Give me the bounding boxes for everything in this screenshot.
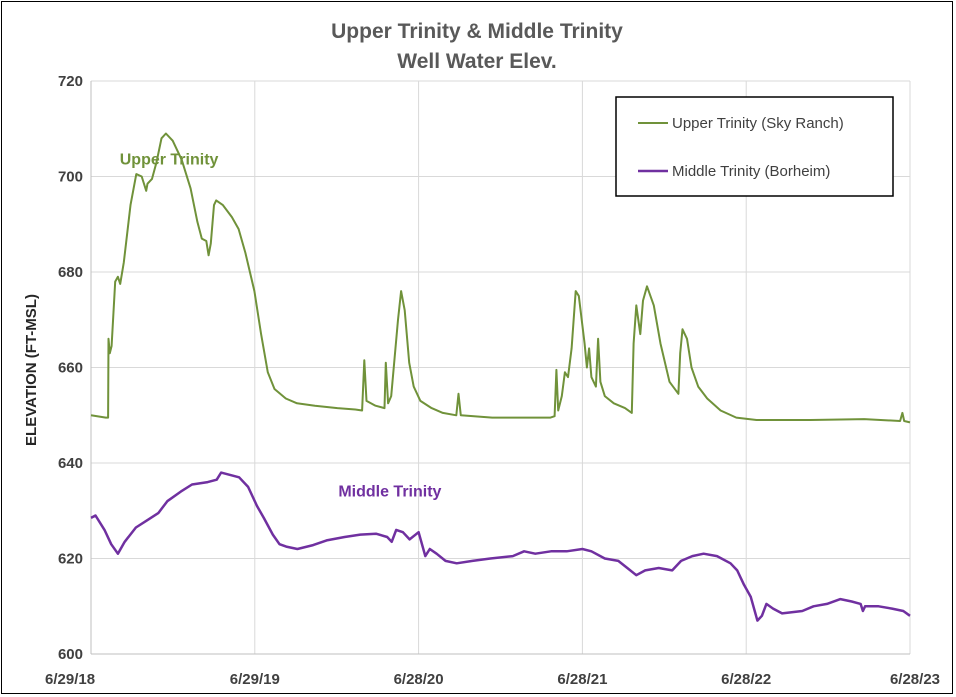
x-tick-label: 6/29/18	[45, 671, 95, 688]
x-tick-label: 6/28/21	[557, 671, 607, 688]
y-axis-label: ELEVATION (FT-MSL)	[23, 294, 40, 446]
series-annotations: Upper Trinity Middle Trinity	[120, 152, 442, 501]
x-tick-label: 6/28/22	[721, 671, 771, 688]
x-tick-labels: 6/29/18 6/29/19 6/28/20 6/28/21 6/28/22 6/28/…	[45, 671, 940, 688]
y-tick-label: 700	[58, 169, 83, 186]
chart-subtitle: Well Water Elev.	[397, 50, 557, 73]
legend-label-middle-trinity: Middle Trinity (Borheim)	[672, 163, 830, 180]
x-tick-label: 6/29/19	[230, 671, 280, 688]
axes	[90, 81, 910, 655]
y-tick-label: 620	[58, 551, 83, 568]
series-line-middle-trinity	[90, 471, 911, 622]
legend: Upper Trinity (Sky Ranch) Middle Trinity…	[615, 96, 894, 197]
x-tick-label: 6/28/23	[890, 671, 940, 688]
chart-title: Upper Trinity & Middle Trinity	[331, 20, 623, 43]
y-tick-label: 640	[58, 455, 83, 472]
y-tick-label: 660	[58, 360, 83, 377]
legend-box	[615, 96, 894, 197]
annotation-middle-trinity: Middle Trinity	[338, 483, 441, 500]
y-tick-label: 720	[58, 73, 83, 90]
x-tick-label: 6/28/20	[394, 671, 444, 688]
legend-label-upper-trinity: Upper Trinity (Sky Ranch)	[672, 115, 844, 132]
y-tick-label: 600	[58, 646, 83, 663]
annotation-upper-trinity: Upper Trinity	[120, 152, 219, 169]
y-tick-label: 680	[58, 264, 83, 281]
y-tick-labels: 600 620 640 660 680 700 720	[58, 73, 83, 663]
series-line-upper-trinity	[90, 132, 911, 424]
series-lines	[90, 132, 911, 622]
